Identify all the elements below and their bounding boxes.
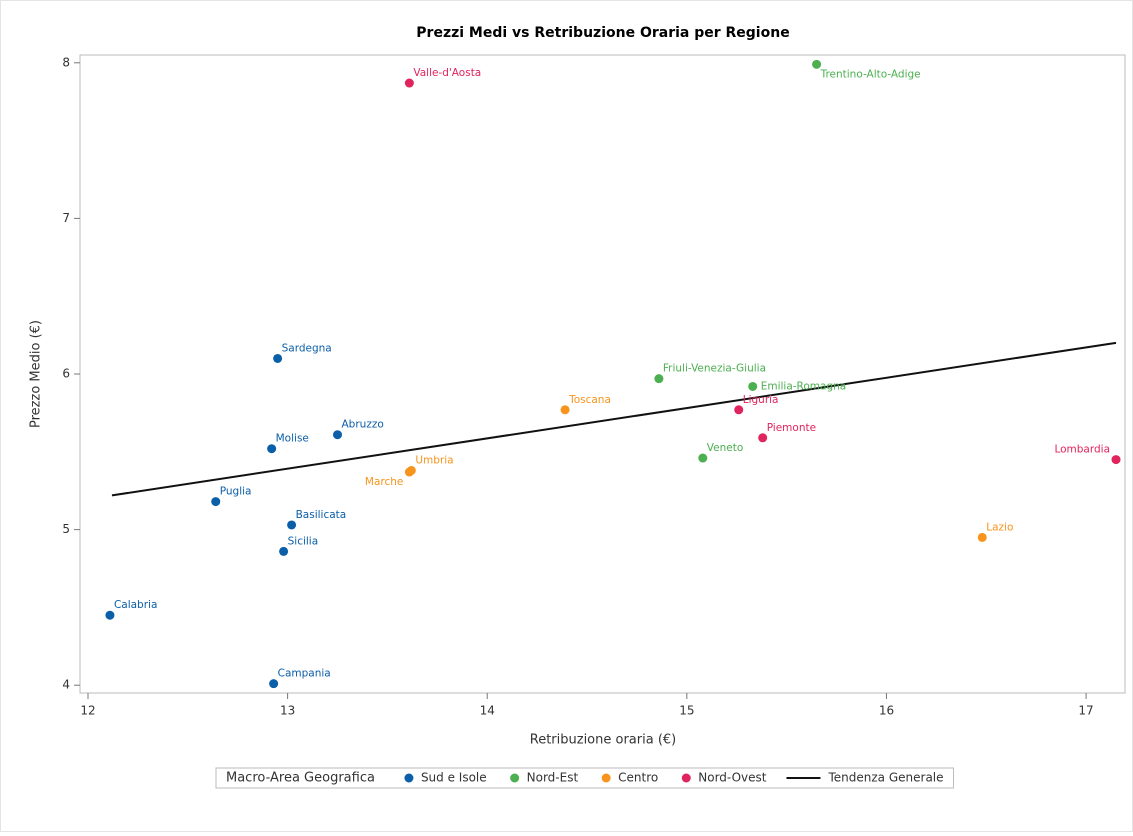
data-point [1111,455,1121,465]
data-point [105,610,115,620]
point-label: Friuli-Venezia-Giulia [663,363,766,375]
point-label: Emilia-Romagna [761,380,847,392]
data-point [287,520,297,530]
point-label: Basilicata [296,509,347,521]
point-label: Sardegna [282,342,332,354]
y-tick-label: 8 [62,55,70,69]
legend-box [215,767,955,789]
data-point [269,679,279,689]
x-tick-label: 14 [480,704,495,718]
legend-label: Centro [618,771,658,785]
point-label: Lazio [986,521,1013,533]
trend-line [111,341,1117,497]
point-label: Marche [365,476,403,488]
data-point [333,430,343,440]
point-label: Sicilia [288,535,319,547]
y-axis-label: Prezzo Medio (€) [29,320,44,428]
chart-title: Prezzi Medi vs Retribuzione Oraria per R… [416,25,789,41]
point-label: Calabria [114,599,157,611]
data-point [734,405,744,415]
y-tick-label: 7 [62,211,70,225]
point-label: Valle-d'Aosta [413,67,481,79]
data-point [654,374,664,384]
data-point [279,546,289,556]
data-point [698,453,708,463]
x-tick-label: 13 [280,704,295,718]
point-label: Molise [276,433,309,445]
legend-marker [404,773,414,783]
data-point [560,405,570,415]
legend-marker [601,773,611,783]
legend-marker [510,773,520,783]
point-label: Abruzzo [342,419,384,431]
point-label: Lombardia [1054,444,1110,456]
legend-label: Nord-Est [527,771,579,785]
y-tick-label: 5 [62,522,70,536]
x-tick-label: 15 [679,704,694,718]
data-point [812,59,822,69]
legend-label: Tendenza Generale [827,771,943,785]
data-point [977,532,987,542]
x-tick-label: 17 [1078,704,1093,718]
point-label: Campania [278,668,331,680]
point-label: Umbria [415,454,453,466]
point-label: Toscana [568,394,611,406]
data-point [748,381,758,391]
data-point [267,444,277,454]
data-point [273,353,283,363]
legend-title: Macro-Area Geografica [226,771,375,786]
y-tick-label: 4 [62,678,70,692]
x-tick-label: 12 [80,704,95,718]
data-point [758,433,768,443]
x-axis-label: Retribuzione oraria (€) [530,733,677,748]
data-point [404,467,414,477]
data-point [404,78,414,88]
legend-label: Sud e Isole [421,771,487,785]
point-label: Veneto [707,442,743,454]
point-label: Puglia [220,486,252,498]
point-label: Piemonte [767,422,816,434]
legend-marker [681,773,691,783]
point-label: Liguria [743,394,779,406]
x-tick-label: 16 [879,704,894,718]
y-tick-label: 6 [62,367,70,381]
point-label: Trentino-Alto-Adige [820,68,921,80]
legend-label: Nord-Ovest [698,771,767,785]
data-point [211,497,221,507]
